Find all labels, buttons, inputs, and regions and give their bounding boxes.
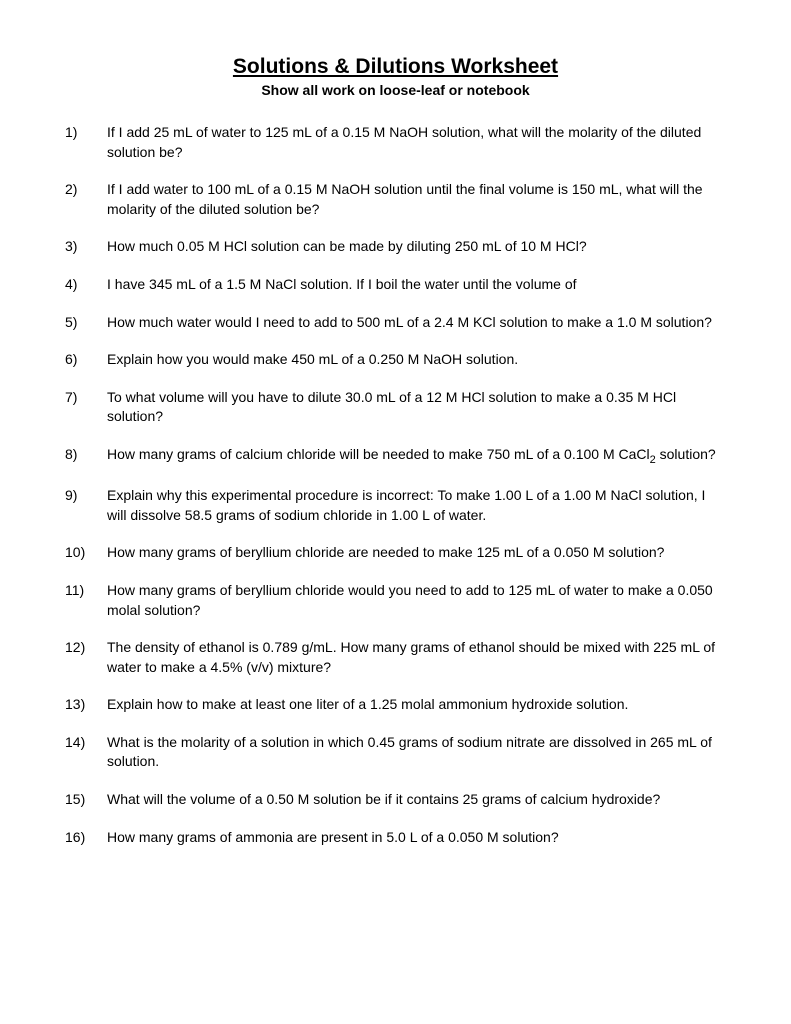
- question-text: Explain how you would make 450 mL of a 0…: [107, 350, 726, 370]
- question-number: 9): [65, 486, 107, 525]
- question-text: What will the volume of a 0.50 M solutio…: [107, 790, 726, 810]
- question-text: Explain why this experimental procedure …: [107, 486, 726, 525]
- question-number: 7): [65, 388, 107, 427]
- question-number: 1): [65, 123, 107, 162]
- question-item: 13)Explain how to make at least one lite…: [65, 695, 726, 715]
- question-number: 6): [65, 350, 107, 370]
- question-number: 15): [65, 790, 107, 810]
- subscript: 2: [650, 454, 656, 466]
- question-item: 16)How many grams of ammonia are present…: [65, 828, 726, 848]
- question-item: 7)To what volume will you have to dilute…: [65, 388, 726, 427]
- question-item: 15)What will the volume of a 0.50 M solu…: [65, 790, 726, 810]
- question-text: How much 0.05 M HCl solution can be made…: [107, 237, 726, 257]
- question-number: 12): [65, 638, 107, 677]
- worksheet-title: Solutions & Dilutions Worksheet: [65, 55, 726, 79]
- question-text: If I add water to 100 mL of a 0.15 M NaO…: [107, 180, 726, 219]
- question-item: 11)How many grams of beryllium chloride …: [65, 581, 726, 620]
- question-item: 8)How many grams of calcium chloride wil…: [65, 445, 726, 468]
- question-item: 10)How many grams of beryllium chloride …: [65, 543, 726, 563]
- question-number: 11): [65, 581, 107, 620]
- question-number: 4): [65, 275, 107, 295]
- worksheet-subtitle: Show all work on loose-leaf or notebook: [65, 82, 726, 98]
- question-text: To what volume will you have to dilute 3…: [107, 388, 726, 427]
- question-item: 5)How much water would I need to add to …: [65, 313, 726, 333]
- question-number: 10): [65, 543, 107, 563]
- question-number: 16): [65, 828, 107, 848]
- question-item: 1)If I add 25 mL of water to 125 mL of a…: [65, 123, 726, 162]
- question-number: 5): [65, 313, 107, 333]
- question-text: Explain how to make at least one liter o…: [107, 695, 726, 715]
- question-text: How many grams of calcium chloride will …: [107, 445, 726, 468]
- question-number: 13): [65, 695, 107, 715]
- question-item: 2)If I add water to 100 mL of a 0.15 M N…: [65, 180, 726, 219]
- question-item: 9)Explain why this experimental procedur…: [65, 486, 726, 525]
- question-text: What is the molarity of a solution in wh…: [107, 733, 726, 772]
- question-item: 14)What is the molarity of a solution in…: [65, 733, 726, 772]
- question-text: I have 345 mL of a 1.5 M NaCl solution. …: [107, 275, 726, 295]
- question-text: The density of ethanol is 0.789 g/mL. Ho…: [107, 638, 726, 677]
- question-number: 2): [65, 180, 107, 219]
- question-number: 8): [65, 445, 107, 468]
- question-item: 4)I have 345 mL of a 1.5 M NaCl solution…: [65, 275, 726, 295]
- question-item: 12)The density of ethanol is 0.789 g/mL.…: [65, 638, 726, 677]
- question-text: How much water would I need to add to 50…: [107, 313, 726, 333]
- question-text: How many grams of beryllium chloride are…: [107, 543, 726, 563]
- question-list: 1)If I add 25 mL of water to 125 mL of a…: [65, 123, 726, 847]
- question-text: How many grams of beryllium chloride wou…: [107, 581, 726, 620]
- question-number: 14): [65, 733, 107, 772]
- question-text: How many grams of ammonia are present in…: [107, 828, 726, 848]
- question-item: 3)How much 0.05 M HCl solution can be ma…: [65, 237, 726, 257]
- question-item: 6)Explain how you would make 450 mL of a…: [65, 350, 726, 370]
- question-number: 3): [65, 237, 107, 257]
- question-text: If I add 25 mL of water to 125 mL of a 0…: [107, 123, 726, 162]
